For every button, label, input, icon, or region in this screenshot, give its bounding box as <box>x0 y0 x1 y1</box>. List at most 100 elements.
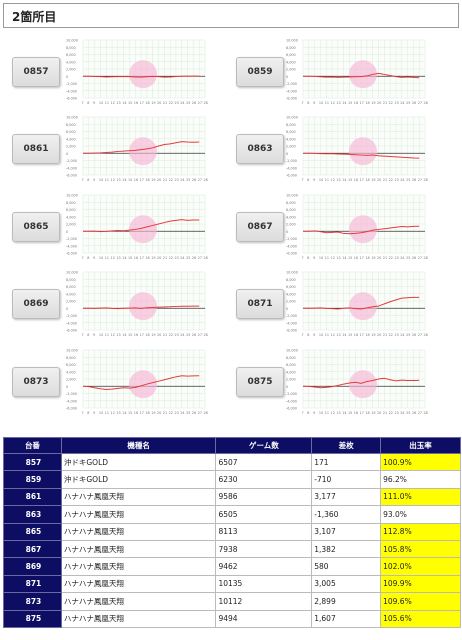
y-tick-label: 6,000 <box>66 285 76 289</box>
slump-line <box>83 305 200 310</box>
game-count-cell: 6505 <box>215 505 313 524</box>
y-tick-label: 4,000 <box>286 137 296 141</box>
x-tick-label: 12 <box>331 256 335 260</box>
x-tick-label: 7 <box>302 411 304 415</box>
machine-number-label[interactable]: 0863 <box>236 134 284 164</box>
x-tick-label: 24 <box>400 411 404 415</box>
graph-panel: 0869 10,000 8,000 6,000 4,000 2,000 0 -2,000 -4,… <box>3 268 227 340</box>
x-tick-label: 24 <box>180 178 184 182</box>
graph-panel: 0875 10,000 8,000 6,000 4,000 2,000 0 -2,000 -4,… <box>233 346 457 418</box>
graph-panel: 0859 10,000 8,000 6,000 4,000 2,000 0 -2,000 -4,… <box>233 36 457 108</box>
x-tick-label: 27 <box>198 101 202 105</box>
slump-line <box>83 219 200 233</box>
x-tick-label: 19 <box>371 333 375 337</box>
x-tick-label: 27 <box>418 333 422 337</box>
x-tick-label: 10 <box>99 178 103 182</box>
y-tick-label: 8,000 <box>286 123 296 127</box>
x-tick-label: 13 <box>336 178 340 182</box>
y-tick-label: -2,000 <box>66 237 77 241</box>
slump-line <box>303 152 420 159</box>
x-tick-label: 17 <box>140 333 144 337</box>
x-tick-label: 22 <box>389 256 393 260</box>
y-tick-label: 10,000 <box>286 39 298 43</box>
x-tick-label: 15 <box>128 178 132 182</box>
x-tick-label: 12 <box>111 101 115 105</box>
x-tick-label: 20 <box>377 333 381 337</box>
machine-number-label[interactable]: 0871 <box>236 289 284 319</box>
x-tick-label: 19 <box>151 333 155 337</box>
machine-number-label[interactable]: 0865 <box>12 212 60 242</box>
y-tick-label: 6,000 <box>286 363 296 367</box>
x-tick-label: 11 <box>105 101 109 105</box>
x-tick-label: 23 <box>174 178 178 182</box>
x-tick-label: 8 <box>87 101 89 105</box>
y-tick-label: -6,000 <box>286 329 297 333</box>
watermark-logo <box>129 292 157 321</box>
x-tick-label: 22 <box>169 256 173 260</box>
y-tick-label: -2,000 <box>286 159 297 163</box>
x-tick-label: 25 <box>406 333 410 337</box>
machine-number-label[interactable]: 0869 <box>12 289 60 319</box>
x-tick-label: 20 <box>157 178 161 182</box>
x-tick-label: 23 <box>174 256 178 260</box>
machine-number-label[interactable]: 0859 <box>236 57 284 87</box>
game-count-cell: 6507 <box>215 452 313 472</box>
x-tick-label: 8 <box>87 411 89 415</box>
x-tick-label: 25 <box>186 411 190 415</box>
x-tick-label: 18 <box>365 101 369 105</box>
y-tick-label: 2,000 <box>286 378 296 382</box>
x-tick-label: 24 <box>400 256 404 260</box>
x-tick-label: 23 <box>174 411 178 415</box>
y-tick-label: -6,000 <box>286 252 297 256</box>
y-tick-label: 10,000 <box>286 271 298 275</box>
x-tick-label: 23 <box>394 256 398 260</box>
graph-panel: 0861 10,000 8,000 6,000 4,000 2,000 0 -2,000 -4,… <box>3 113 227 185</box>
col-header-games: ゲーム数 <box>215 437 313 454</box>
machine-number-label[interactable]: 0867 <box>236 212 284 242</box>
payout-rate-cell: 93.0% <box>380 505 461 524</box>
x-tick-label: 8 <box>307 411 309 415</box>
graph-panel: 0871 10,000 8,000 6,000 4,000 2,000 0 -2,000 -4,… <box>233 268 457 340</box>
x-tick-label: 10 <box>319 256 323 260</box>
x-tick-label: 7 <box>302 256 304 260</box>
y-tick-label: 10,000 <box>286 349 298 353</box>
y-tick-label: -4,000 <box>66 321 77 325</box>
x-tick-label: 23 <box>174 333 178 337</box>
machine-number-label[interactable]: 0861 <box>12 134 60 164</box>
x-tick-label: 16 <box>134 333 138 337</box>
x-tick-label: 10 <box>99 101 103 105</box>
y-tick-label: -6,000 <box>66 174 77 178</box>
x-tick-label: 15 <box>348 256 352 260</box>
machine-number-label[interactable]: 0857 <box>12 57 60 87</box>
y-tick-label: 2,000 <box>286 68 296 72</box>
x-tick-label: 13 <box>116 256 120 260</box>
diff-coins-cell: 2,899 <box>311 592 382 611</box>
x-tick-label: 8 <box>307 178 309 182</box>
table-header-row: 台番 機種名 ゲーム数 差枚 出玉率 <box>3 437 461 454</box>
y-tick-label: 2,000 <box>66 378 76 382</box>
y-tick-label: 2,000 <box>66 300 76 304</box>
y-tick-label: 0 <box>66 307 68 311</box>
x-tick-label: 13 <box>336 411 340 415</box>
y-tick-label: -2,000 <box>66 314 77 318</box>
x-tick-label: 23 <box>394 333 398 337</box>
x-tick-label: 27 <box>198 411 202 415</box>
x-tick-label: 19 <box>371 411 375 415</box>
x-tick-label: 11 <box>105 333 109 337</box>
y-tick-label: -6,000 <box>286 97 297 101</box>
machine-number-label[interactable]: 0873 <box>12 367 60 397</box>
x-tick-label: 20 <box>157 101 161 105</box>
unit-number-cell: 859 <box>3 470 62 489</box>
table-row: 857 沖ドキGOLD 6507 171 100.9% <box>3 452 461 472</box>
slump-line <box>302 377 420 389</box>
machine-number-label[interactable]: 0875 <box>236 367 284 397</box>
x-tick-label: 26 <box>192 411 196 415</box>
x-tick-label: 16 <box>134 101 138 105</box>
x-tick-label: 17 <box>360 256 364 260</box>
col-header-machine: 機種名 <box>60 437 217 454</box>
x-tick-label: 9 <box>93 256 95 260</box>
y-tick-label: 4,000 <box>286 215 296 219</box>
x-tick-label: 14 <box>342 101 346 105</box>
y-tick-label: -2,000 <box>66 159 77 163</box>
x-tick-label: 19 <box>371 101 375 105</box>
